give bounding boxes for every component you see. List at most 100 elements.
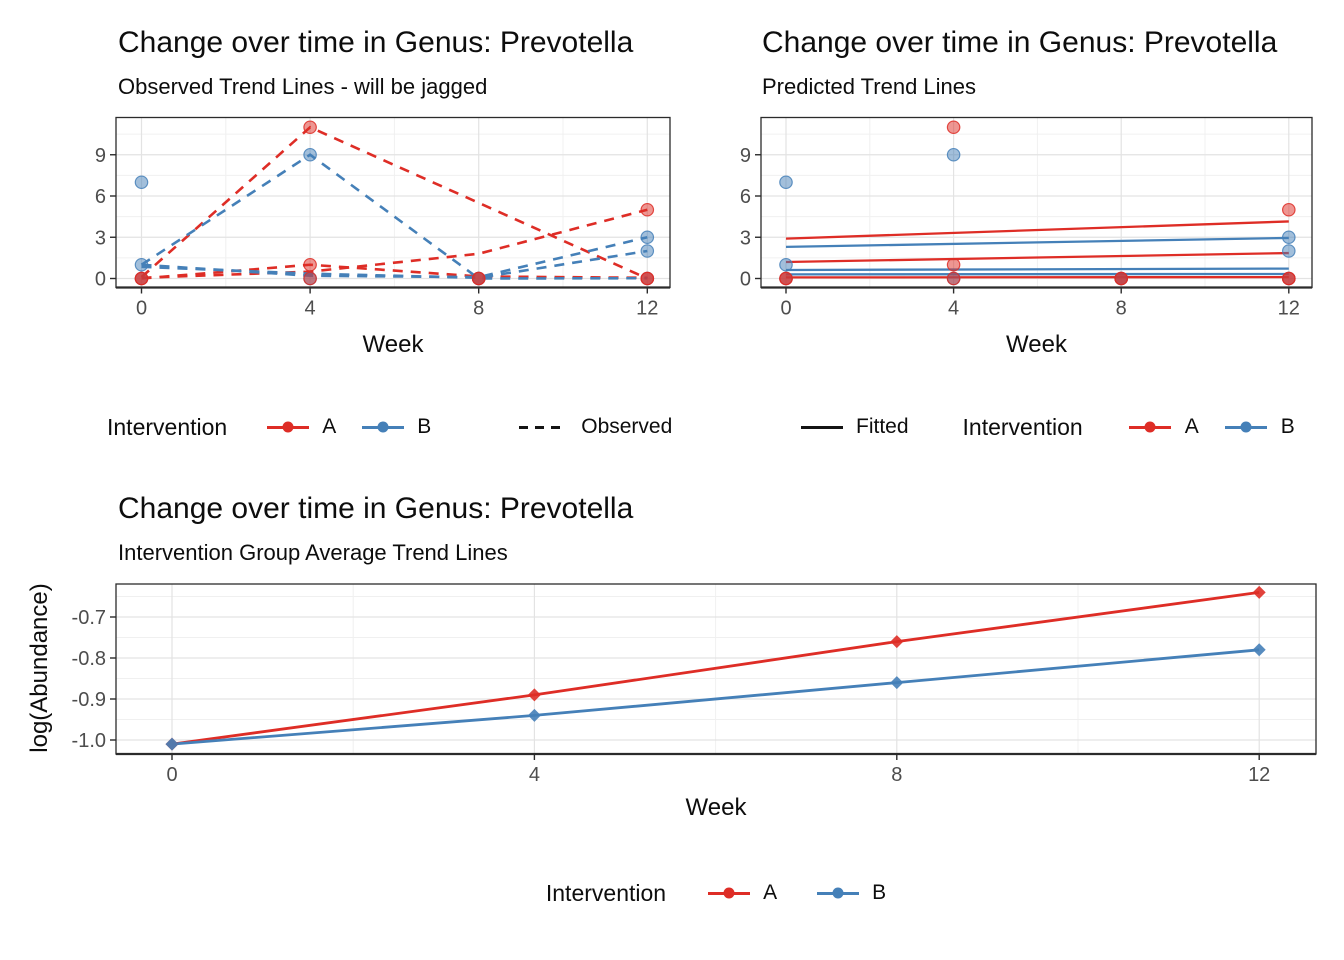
y-tick-label: 0 bbox=[740, 269, 751, 291]
plot-panel bbox=[761, 117, 1312, 288]
data-point-a bbox=[303, 271, 317, 286]
data-point-a bbox=[640, 271, 655, 286]
data-point-b bbox=[946, 147, 961, 162]
data-point-a bbox=[1282, 271, 1296, 286]
y-tick-label: -1.0 bbox=[72, 730, 106, 752]
x-tick-label: 12 bbox=[1278, 298, 1300, 320]
data-point-b bbox=[640, 230, 655, 245]
legend-label-b: B bbox=[872, 881, 887, 904]
legend-key-dot bbox=[1240, 421, 1252, 433]
avg-point-a bbox=[1252, 585, 1266, 599]
y-tick-label: 0 bbox=[95, 269, 106, 291]
legend-key-dot bbox=[282, 421, 294, 433]
x-tick-label: 0 bbox=[780, 298, 791, 320]
data-point-b bbox=[779, 257, 793, 272]
chart2-subtitle: Predicted Trend Lines bbox=[762, 74, 977, 99]
avg-point-a bbox=[890, 635, 904, 649]
y-tick-label: 3 bbox=[740, 227, 751, 249]
legend-key-observed bbox=[519, 415, 568, 439]
data-point-a bbox=[779, 271, 793, 286]
chart1-title: Change over time in Genus: Prevotella bbox=[118, 26, 634, 59]
chart1-legend: Intervention A B Observed bbox=[107, 412, 672, 442]
data-point-b bbox=[779, 175, 793, 190]
data-point-a bbox=[303, 120, 317, 135]
data-point-a bbox=[1282, 202, 1296, 217]
legend-title: Intervention bbox=[107, 413, 228, 440]
legend-label-fitted: Fitted bbox=[856, 415, 909, 438]
chart3-subtitle: Intervention Group Average Trend Lines bbox=[118, 540, 508, 565]
x-tick-label: 0 bbox=[136, 298, 147, 320]
x-tick-label: 4 bbox=[948, 298, 959, 320]
trend-line-b bbox=[171, 648, 1260, 746]
legend-key-fitted bbox=[801, 415, 843, 439]
avg-point-b bbox=[890, 676, 904, 690]
chart2-title: Change over time in Genus: Prevotella bbox=[762, 26, 1278, 59]
avg-point-b bbox=[1252, 643, 1266, 657]
chart3-title: Change over time in Genus: Prevotella bbox=[118, 492, 634, 525]
y-tick-label: 6 bbox=[740, 186, 751, 208]
y-tick-label: 6 bbox=[95, 186, 106, 208]
x-tick-label: 8 bbox=[891, 764, 902, 786]
legend-key-b bbox=[1224, 415, 1267, 439]
data-point-a bbox=[640, 202, 655, 217]
dashed-line-key bbox=[519, 425, 568, 429]
chart3-yaxis-title: log(Abundance) bbox=[26, 583, 53, 753]
plot-panel bbox=[116, 117, 670, 288]
chart3-legend: Intervention A B bbox=[116, 878, 1316, 908]
y-tick-label: -0.9 bbox=[72, 689, 106, 711]
data-point-b bbox=[134, 175, 149, 190]
avg-point-b bbox=[165, 737, 179, 751]
trend-line-a bbox=[785, 220, 1289, 240]
legend-label-a: A bbox=[322, 415, 337, 438]
data-point-a bbox=[946, 120, 961, 135]
avg-point-a bbox=[527, 688, 541, 702]
x-tick-label: 4 bbox=[305, 298, 316, 320]
y-tick-label: -0.7 bbox=[72, 607, 106, 629]
x-tick-label: 12 bbox=[1248, 764, 1270, 786]
data-point-a bbox=[134, 271, 149, 286]
legend-label-observed: Observed bbox=[581, 415, 673, 438]
chart1-subtitle: Observed Trend Lines - will be jagged bbox=[118, 74, 488, 99]
legend-key-a bbox=[267, 415, 310, 439]
y-tick-label: 3 bbox=[95, 227, 106, 249]
y-tick-label: -0.8 bbox=[72, 648, 106, 670]
x-tick-label: 0 bbox=[166, 764, 177, 786]
trend-line-b bbox=[140, 153, 648, 280]
x-tick-label: 8 bbox=[1116, 298, 1127, 320]
legend-label-b: B bbox=[417, 415, 432, 438]
chart2-legend: Fitted Intervention A B bbox=[801, 412, 1295, 442]
data-point-b bbox=[640, 244, 655, 258]
trend-line-a bbox=[141, 208, 648, 280]
data-point-b bbox=[1282, 244, 1296, 258]
legend-key-dot bbox=[377, 421, 389, 433]
legend-key-b bbox=[817, 881, 860, 905]
data-point-b bbox=[1282, 230, 1296, 245]
data-point-a bbox=[946, 271, 961, 286]
trend-line-b bbox=[785, 267, 1289, 272]
legend-key-b bbox=[362, 415, 405, 439]
y-tick-label: 9 bbox=[740, 145, 751, 167]
trend-line-a bbox=[171, 591, 1260, 746]
avg-point-b bbox=[527, 708, 541, 722]
y-tick-label: 9 bbox=[95, 145, 106, 167]
trend-line-a bbox=[785, 251, 1289, 264]
legend-key-dot bbox=[723, 887, 735, 899]
data-point-a bbox=[1114, 271, 1128, 286]
legend-label-b: B bbox=[1280, 415, 1295, 438]
x-tick-label: 12 bbox=[636, 298, 658, 320]
trend-line-b bbox=[785, 236, 1289, 249]
legend-label-a: A bbox=[763, 881, 778, 904]
solid-line-key bbox=[801, 425, 843, 429]
legend-title: Intervention bbox=[545, 879, 667, 906]
legend-label-a: A bbox=[1184, 415, 1199, 438]
legend-key-a bbox=[708, 881, 751, 905]
data-point-a bbox=[471, 271, 486, 286]
chart3-xaxis-title: Week bbox=[685, 794, 747, 821]
x-tick-label: 4 bbox=[529, 764, 540, 786]
x-tick-label: 8 bbox=[473, 298, 484, 320]
chart1-xaxis-title: Week bbox=[362, 331, 424, 358]
data-point-b bbox=[303, 147, 317, 162]
legend-key-a bbox=[1128, 415, 1171, 439]
